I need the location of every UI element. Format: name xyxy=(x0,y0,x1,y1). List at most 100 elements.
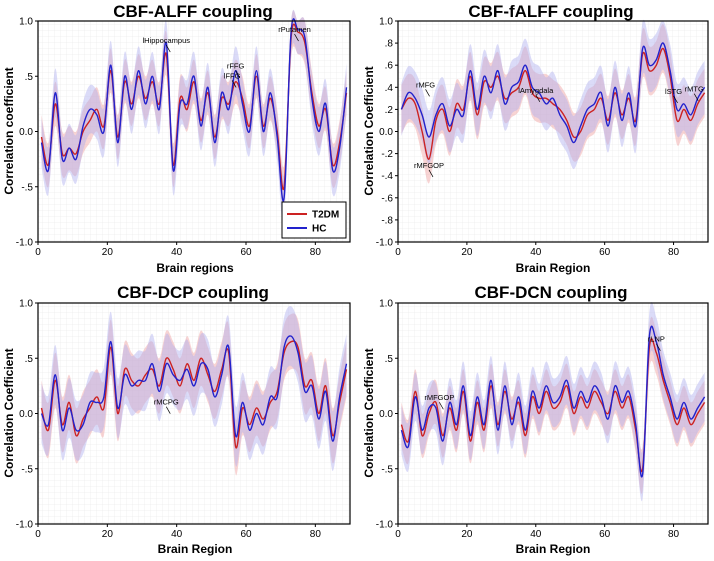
y-tick-label: 1.0 xyxy=(379,299,393,310)
x-tick-label: 0 xyxy=(395,529,401,540)
x-tick-label: 20 xyxy=(102,529,114,540)
x-tick-label: 80 xyxy=(668,247,680,258)
annotation-pointer xyxy=(294,33,299,42)
annotation-label: lSTG xyxy=(665,87,682,96)
x-tick-label: 60 xyxy=(240,247,252,258)
band-hc xyxy=(41,9,347,226)
annotation-pointer xyxy=(231,80,237,88)
chart-panel-dcn: CBF-DCN coupling Brain Region Correlatio… xyxy=(362,283,709,556)
y-tick-label: -.8 xyxy=(381,215,393,226)
series-line-t2dm xyxy=(400,47,706,160)
x-tick-label: 80 xyxy=(310,247,322,258)
y-tick-label: 0.0 xyxy=(19,127,33,138)
x-axis-label: Brain Region xyxy=(516,542,591,556)
y-tick-label: .8 xyxy=(385,39,394,50)
chart-panel-dcp: CBF-DCP coupling Brain Region Correlatio… xyxy=(2,283,351,556)
x-tick-label: 0 xyxy=(35,529,41,540)
y-axis-label: Correlation coefficient xyxy=(2,67,16,194)
annotation-pointer xyxy=(656,343,661,351)
series-line-hc xyxy=(400,325,706,478)
y-tick-label: .5 xyxy=(25,72,34,83)
annotation-label: rPutamen xyxy=(278,25,311,34)
series-line-t2dm xyxy=(400,338,706,473)
x-tick-label: 60 xyxy=(599,529,611,540)
y-axis-label: Correlation Coefficient xyxy=(2,348,16,477)
annotation-label: rMTG xyxy=(685,85,704,94)
y-tick-label: -.2 xyxy=(381,149,393,160)
annotation-label: lAmygdala xyxy=(518,86,554,95)
y-tick-label: 1.0 xyxy=(19,299,33,310)
y-axis-label: Correlation Coefficient xyxy=(362,348,376,477)
y-tick-label: 0.0 xyxy=(379,409,393,420)
band-hc xyxy=(401,19,705,170)
series-line-hc xyxy=(400,42,706,144)
y-tick-label: 1.0 xyxy=(19,17,33,28)
y-tick-label: .6 xyxy=(385,61,394,72)
y-tick-label: 0.0 xyxy=(19,409,33,420)
band-hc xyxy=(41,306,347,472)
x-axis-label: Brain regions xyxy=(156,261,234,275)
annotation-pointer xyxy=(428,169,434,178)
x-tick-label: 20 xyxy=(102,247,114,258)
chart-title: CBF-fALFF coupling xyxy=(468,2,633,21)
y-tick-label: .5 xyxy=(385,354,394,365)
annotation-pointer xyxy=(439,402,444,410)
band-t2dm xyxy=(41,313,347,476)
y-tick-label: .5 xyxy=(25,354,34,365)
annotation-pointer xyxy=(165,44,171,53)
series-line-hc xyxy=(40,18,348,202)
y-tick-label: -.5 xyxy=(381,464,393,475)
series-line-hc xyxy=(40,335,348,442)
annotation-label: lHippocampus xyxy=(143,36,191,45)
annotation-label: rLNP xyxy=(648,335,665,344)
annotation-label: rFFG xyxy=(227,62,245,71)
y-tick-label: .4 xyxy=(385,83,394,94)
y-tick-label: -1.0 xyxy=(16,238,34,249)
annotation-pointer xyxy=(165,406,171,414)
x-tick-label: 80 xyxy=(668,529,680,540)
legend-label-hc: HC xyxy=(312,224,326,235)
y-tick-label: -1.0 xyxy=(376,238,394,249)
series-line-t2dm xyxy=(40,23,348,191)
x-tick-label: 40 xyxy=(171,529,183,540)
y-axis-label: Correlation Coefficient xyxy=(362,66,376,195)
band-t2dm xyxy=(401,316,705,494)
x-tick-label: 40 xyxy=(171,247,183,258)
y-tick-label: -.5 xyxy=(21,182,33,193)
x-tick-label: 40 xyxy=(530,247,542,258)
x-tick-label: 0 xyxy=(395,247,401,258)
y-tick-label: -.5 xyxy=(21,464,33,475)
annotation-label: rMFGOP xyxy=(424,393,454,402)
chart-panel-falff: CBF-fALFF coupling Brain Region Correlat… xyxy=(362,2,709,275)
x-tick-label: 20 xyxy=(461,529,473,540)
legend-label-t2dm: T2DM xyxy=(312,210,339,221)
annotation-pointer xyxy=(425,89,430,97)
annotation-pointer xyxy=(673,95,678,104)
plot-grid xyxy=(38,303,350,524)
x-tick-label: 0 xyxy=(35,247,41,258)
x-tick-label: 60 xyxy=(599,247,611,258)
annotation-pointer xyxy=(235,70,240,78)
annotation-pointer xyxy=(535,94,541,102)
y-tick-label: 0.0 xyxy=(379,127,393,138)
annotation-label: rMCPG xyxy=(154,398,179,407)
annotation-label: lFFG xyxy=(224,71,241,80)
chart-panel-alff: CBF-ALFF coupling Brain regions Correlat… xyxy=(2,2,351,275)
annotation-label: rMFGOP xyxy=(414,161,444,170)
y-tick-label: 1.0 xyxy=(379,17,393,28)
chart-title: CBF-DCN coupling xyxy=(475,283,628,302)
y-tick-label: .2 xyxy=(385,105,394,116)
x-tick-label: 20 xyxy=(461,247,473,258)
band-t2dm xyxy=(41,10,347,212)
annotation-label: rMFG xyxy=(416,80,435,89)
annotation-pointer xyxy=(693,93,699,101)
legend-box xyxy=(281,201,347,239)
y-tick-label: -.4 xyxy=(381,171,393,182)
y-tick-label: -1.0 xyxy=(16,520,34,531)
chart-title: CBF-DCP coupling xyxy=(117,283,269,302)
x-tick-label: 60 xyxy=(240,529,252,540)
x-axis-label: Brain Region xyxy=(516,261,591,275)
x-tick-label: 80 xyxy=(310,529,322,540)
x-tick-label: 40 xyxy=(530,529,542,540)
